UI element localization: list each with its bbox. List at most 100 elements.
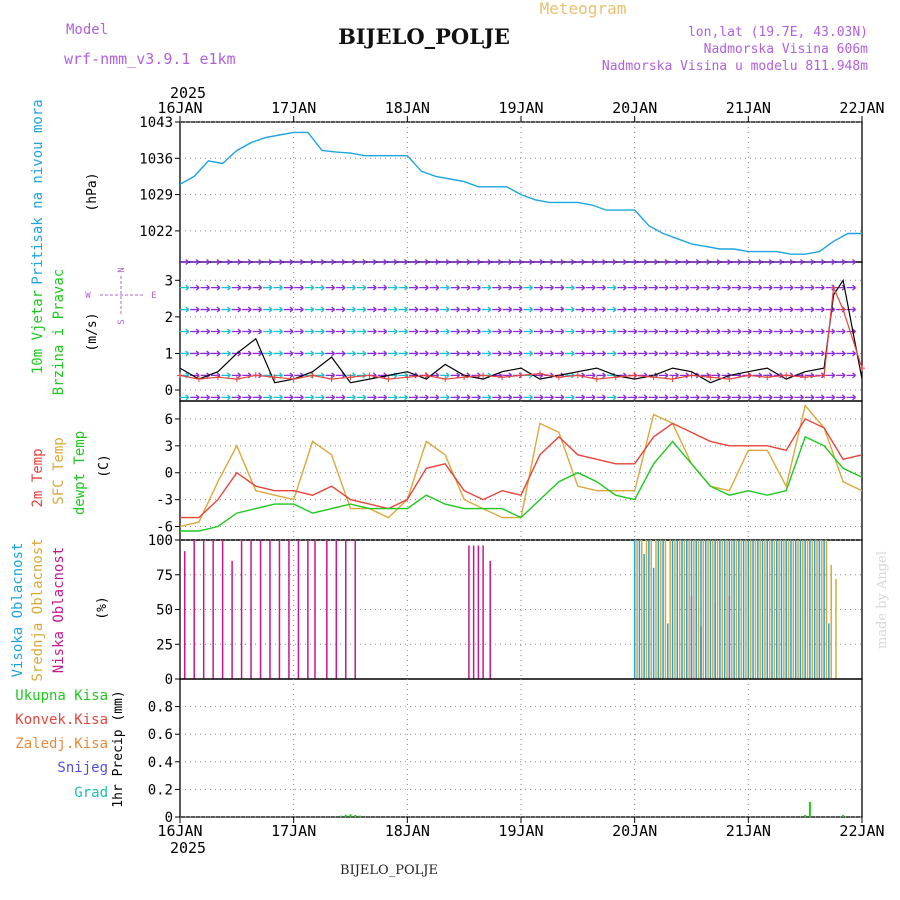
wind-arrow — [533, 394, 544, 401]
wind-gust-mark — [518, 372, 524, 379]
ytick-label: 1029 — [139, 188, 173, 204]
bottom-year-label: 2025 — [170, 839, 206, 857]
wind-arrow — [773, 328, 784, 335]
ytick-label: 0 — [165, 672, 173, 688]
wind-arrow — [659, 306, 669, 313]
wind-arrow — [815, 394, 825, 401]
wind-arrow — [461, 394, 471, 401]
wind-arrow — [481, 328, 492, 335]
bottom-xtick-label: 19JAN — [498, 822, 543, 840]
wind-arrow — [419, 284, 429, 291]
top-xtick-label: 16JAN — [157, 99, 202, 117]
wind-arrow — [408, 328, 419, 335]
wind-arrow — [648, 350, 659, 357]
wind-arrow — [794, 350, 804, 357]
wind-arrow — [440, 394, 450, 401]
wind-arrow — [669, 350, 679, 357]
cloud-panel: 0 25 50 75 100 Visoka Oblacnost Srednja Obla… — [10, 533, 863, 688]
wind-arrow — [502, 328, 513, 335]
wind-arrow — [231, 394, 242, 401]
wind-arrow — [679, 284, 690, 291]
wind-arrow — [273, 394, 283, 401]
precip-panel: 0 0.2 0.4 0.6 0.8 Ukupna Kisa Konvek.Kisa Za… — [15, 678, 863, 826]
wind-arrow — [731, 259, 742, 265]
wind-arrow — [315, 328, 325, 335]
wind-arrow — [263, 394, 273, 401]
bottom-xtick-label: 20JAN — [612, 822, 657, 840]
wind-arrow — [763, 259, 773, 265]
wind-arrow — [721, 350, 731, 357]
wind-arrow — [742, 306, 752, 313]
wind-arrow — [367, 350, 377, 357]
wind-arrow — [325, 328, 336, 335]
wind-arrow — [408, 306, 419, 313]
bottom-time-axis: 16JAN 17JAN 18JAN 19JAN 20JAN 21JAN 22JAN 2025 — [157, 817, 885, 857]
wind-arrow — [492, 284, 502, 291]
wind-arrow — [627, 394, 638, 401]
wind-arrow — [325, 394, 336, 401]
bottom-xtick-label: 21JAN — [726, 822, 771, 840]
wind-arrow — [669, 284, 679, 291]
wind-gust-mark — [309, 372, 316, 379]
wind-arrow — [575, 259, 586, 265]
wind-gust-mark — [499, 374, 506, 381]
wind-arrow — [825, 372, 836, 379]
wind-arrow — [513, 328, 523, 335]
wind-arrow — [513, 284, 523, 291]
ytick-label: 2 — [165, 310, 173, 326]
wind-arrow — [461, 259, 471, 265]
wind-gust-mark — [764, 374, 771, 381]
wind-arrow — [773, 394, 784, 401]
wind-arrow — [763, 394, 773, 401]
wind-arrow — [304, 328, 315, 335]
bottom-xtick-label: 17JAN — [271, 822, 316, 840]
pressure-yticks: 1022 1029 1036 1043 — [139, 115, 180, 240]
wind-arrow — [273, 259, 283, 265]
wind-arrow — [231, 372, 242, 379]
wind-arrow — [711, 284, 721, 291]
wind-arrow — [304, 306, 315, 313]
wind-arrow — [179, 284, 190, 291]
wind-arrow — [221, 284, 231, 291]
wind-arrow — [690, 284, 700, 291]
wind-arrow — [606, 394, 617, 401]
wind-gust-line — [179, 285, 863, 380]
wind-arrow — [794, 394, 804, 401]
wind-arrow — [565, 394, 575, 401]
wind-arrow — [190, 306, 200, 313]
wind-arrow — [690, 328, 700, 335]
wind-arrow — [700, 306, 711, 313]
ytick-label: 25 — [156, 637, 173, 653]
wind-arrow — [367, 394, 377, 401]
wind-gust-mark — [707, 374, 714, 381]
wind-arrow — [294, 284, 304, 291]
product-title: Meteogram — [540, 0, 627, 18]
temp-ylabel-2: SFC Temp — [51, 437, 67, 504]
wind-arrow — [815, 328, 825, 335]
ytick-label: 1036 — [139, 151, 173, 167]
ytick-label: 0 — [165, 383, 173, 399]
wind-arrow — [325, 306, 336, 313]
wind-ylabel-1: 10m Vjetar — [30, 290, 46, 374]
wind-arrow — [679, 394, 690, 401]
wind-arrow — [429, 259, 440, 265]
wind-arrow — [492, 306, 502, 313]
credit-text: made by Angel — [875, 551, 890, 649]
wind-arrow — [242, 306, 252, 313]
wind-arrow — [679, 306, 690, 313]
footer-station: BIJELO_POLJE — [340, 863, 438, 878]
wind-arrow — [283, 328, 294, 335]
wind-arrow — [690, 259, 700, 265]
wind-arrow — [388, 284, 398, 291]
wind-arrow — [804, 284, 815, 291]
wind-arrow — [221, 350, 231, 357]
wind-arrow — [450, 306, 461, 313]
wind-arrow — [596, 350, 606, 357]
wind-arrow — [398, 259, 408, 265]
pressure-grid — [180, 121, 862, 262]
wind-arrow — [388, 328, 398, 335]
wind-arrow — [377, 328, 388, 335]
wind-arrow — [606, 328, 617, 335]
wind-arrow — [263, 350, 273, 357]
wind-arrow — [419, 350, 429, 357]
